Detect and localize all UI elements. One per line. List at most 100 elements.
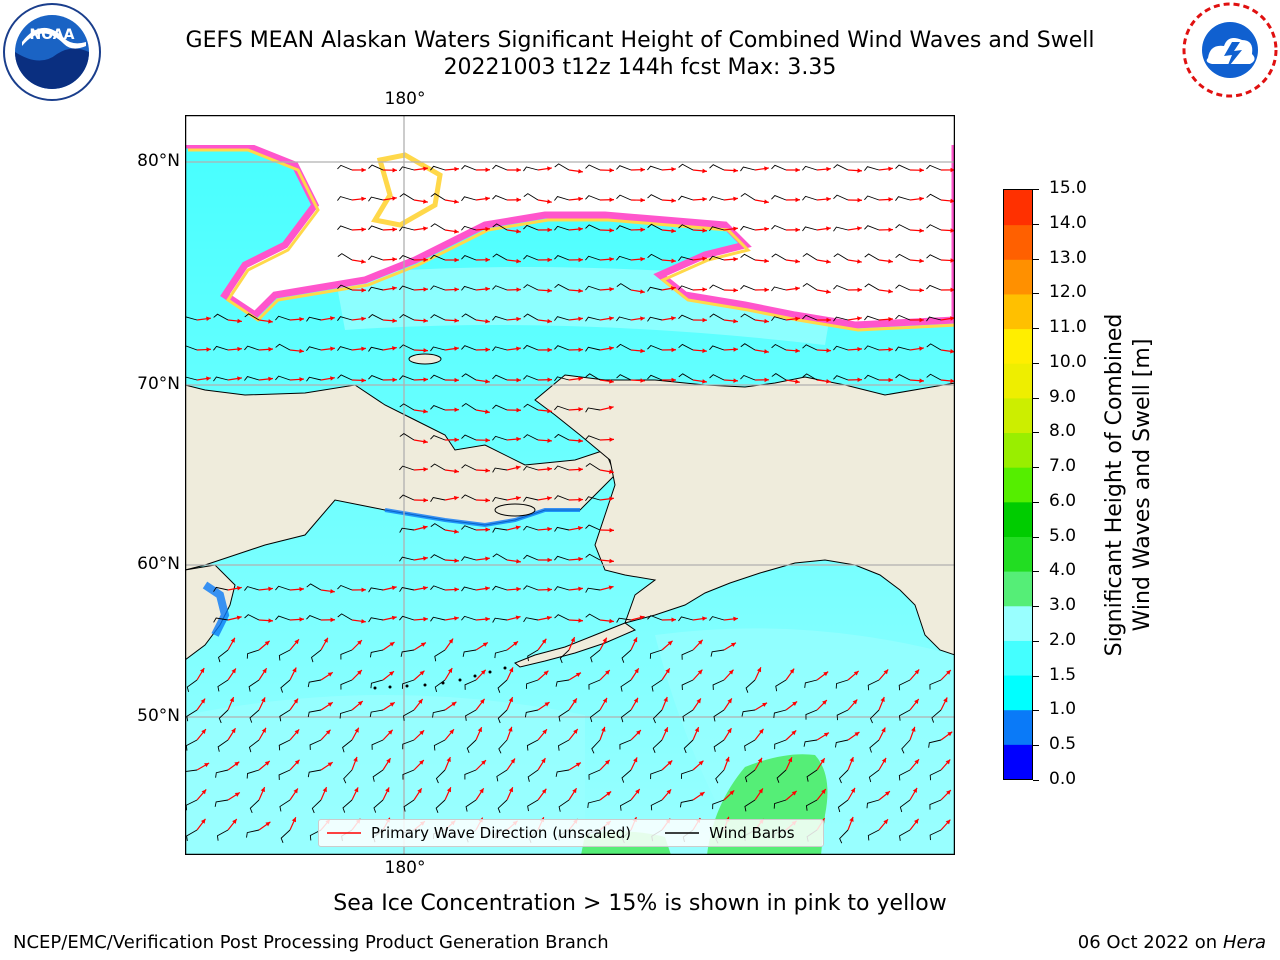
wave-arrow-head	[447, 668, 453, 673]
wind-barb	[400, 649, 415, 657]
wind-barb	[926, 284, 942, 291]
wave-arrow-head	[764, 377, 769, 383]
colorbar-bin	[1004, 432, 1032, 468]
lon-label-top: 180°	[384, 89, 426, 109]
wind-barb	[523, 344, 539, 351]
wave-arrow-head	[547, 288, 552, 293]
wind-barb	[709, 616, 725, 621]
wave-arrow-head	[237, 318, 242, 324]
wave-arrow-head	[729, 790, 735, 796]
wind-barb	[342, 739, 353, 753]
wave-arrow-head	[330, 617, 335, 623]
wave-arrow-head	[912, 787, 918, 793]
wind-barb	[244, 586, 260, 591]
wave-arrow-head	[264, 640, 270, 646]
wind-barb	[526, 739, 539, 751]
wave-arrow-head	[485, 196, 490, 201]
wave-arrow-head	[665, 668, 670, 674]
wave-arrow-head	[508, 787, 513, 793]
wave-arrow-head	[547, 199, 552, 204]
wave-arrow-head	[294, 729, 300, 735]
wind-barb	[497, 799, 508, 813]
wind-barb	[651, 679, 663, 692]
wave-arrow-head	[946, 790, 951, 795]
wind-barb	[399, 465, 415, 471]
wind-barb	[806, 769, 818, 782]
wind-barb	[430, 223, 446, 231]
wave-arrow-head	[950, 258, 955, 263]
wave-arrow-head	[485, 616, 490, 622]
noaa-logo: NOAA	[2, 2, 102, 102]
wave-arrow-head	[231, 668, 236, 674]
wave-arrow-head	[795, 227, 800, 233]
wind-barb	[399, 314, 415, 321]
wave-arrow-head	[454, 616, 459, 621]
wind-barb	[523, 554, 539, 561]
wave-arrow-head	[485, 226, 490, 232]
wave-arrow-head	[516, 258, 521, 264]
wave-arrow-head	[640, 378, 645, 383]
wind-barb	[554, 255, 570, 261]
wave-arrow-head	[733, 616, 738, 622]
map-legend: Primary Wave Direction (unscaled) Wind B…	[318, 819, 824, 847]
wave-arrow-head	[330, 316, 335, 321]
wave-arrow-head	[888, 317, 893, 322]
wave-arrow-head	[575, 762, 581, 767]
wind-barb	[337, 316, 353, 321]
wind-barb	[399, 166, 415, 172]
wind-barb	[523, 585, 539, 591]
wave-arrow-head	[880, 697, 885, 703]
wind-barb	[898, 679, 911, 691]
wind-barb	[647, 316, 663, 322]
wave-arrow-head	[386, 758, 391, 764]
wind-barb	[585, 553, 601, 561]
wave-arrow-head	[950, 316, 955, 321]
wind-barb	[802, 344, 818, 351]
wind-barb	[399, 556, 415, 562]
wind-barb	[620, 709, 632, 723]
wind-barb	[681, 679, 694, 691]
wind-barb	[833, 194, 849, 201]
wind-barb	[306, 376, 322, 382]
wind-barb	[709, 374, 725, 381]
wind-barb	[461, 586, 477, 592]
wind-barb	[931, 709, 942, 723]
wind-barb	[525, 679, 539, 689]
wind-barb	[340, 679, 353, 690]
wave-arrow-head	[764, 258, 769, 264]
colorbar-tick-mark	[1033, 258, 1039, 260]
wind-barb	[929, 829, 942, 841]
wind-barb	[585, 346, 601, 352]
wave-arrow-head	[919, 317, 924, 323]
wind-barb	[186, 709, 198, 722]
wave-arrow-head	[826, 259, 831, 264]
wave-arrow-head	[480, 669, 486, 675]
wave-arrow-head	[919, 346, 924, 351]
wind-barb	[523, 434, 539, 441]
wave-arrow-head	[764, 287, 769, 293]
wind-barb	[869, 739, 880, 753]
wind-barb	[554, 433, 570, 441]
wind-barb	[740, 285, 756, 291]
map-panel[interactable]	[185, 115, 955, 855]
wind-barb	[368, 164, 384, 171]
colorbar-tick-label: 15.0	[1049, 178, 1087, 198]
wind-barb	[745, 679, 756, 693]
wind-barb	[430, 435, 446, 441]
wave-arrow-head	[853, 670, 859, 676]
wave-arrow-head	[547, 347, 552, 353]
wave-arrow-head	[640, 289, 645, 294]
wave-arrow-head	[609, 197, 614, 202]
wave-arrow-head	[609, 379, 614, 384]
wave-arrow-head	[509, 667, 514, 673]
colorbar-tick-label: 8.0	[1049, 421, 1077, 442]
wave-arrow-head	[943, 697, 948, 703]
wind-barb	[217, 679, 229, 692]
wave-arrow-head	[546, 615, 552, 621]
wind-barb	[403, 799, 415, 812]
wind-barb	[554, 316, 570, 321]
wind-barb	[523, 193, 539, 201]
wind-barb	[715, 769, 725, 784]
wave-arrow-head	[787, 757, 793, 763]
wind-barb	[249, 799, 260, 814]
